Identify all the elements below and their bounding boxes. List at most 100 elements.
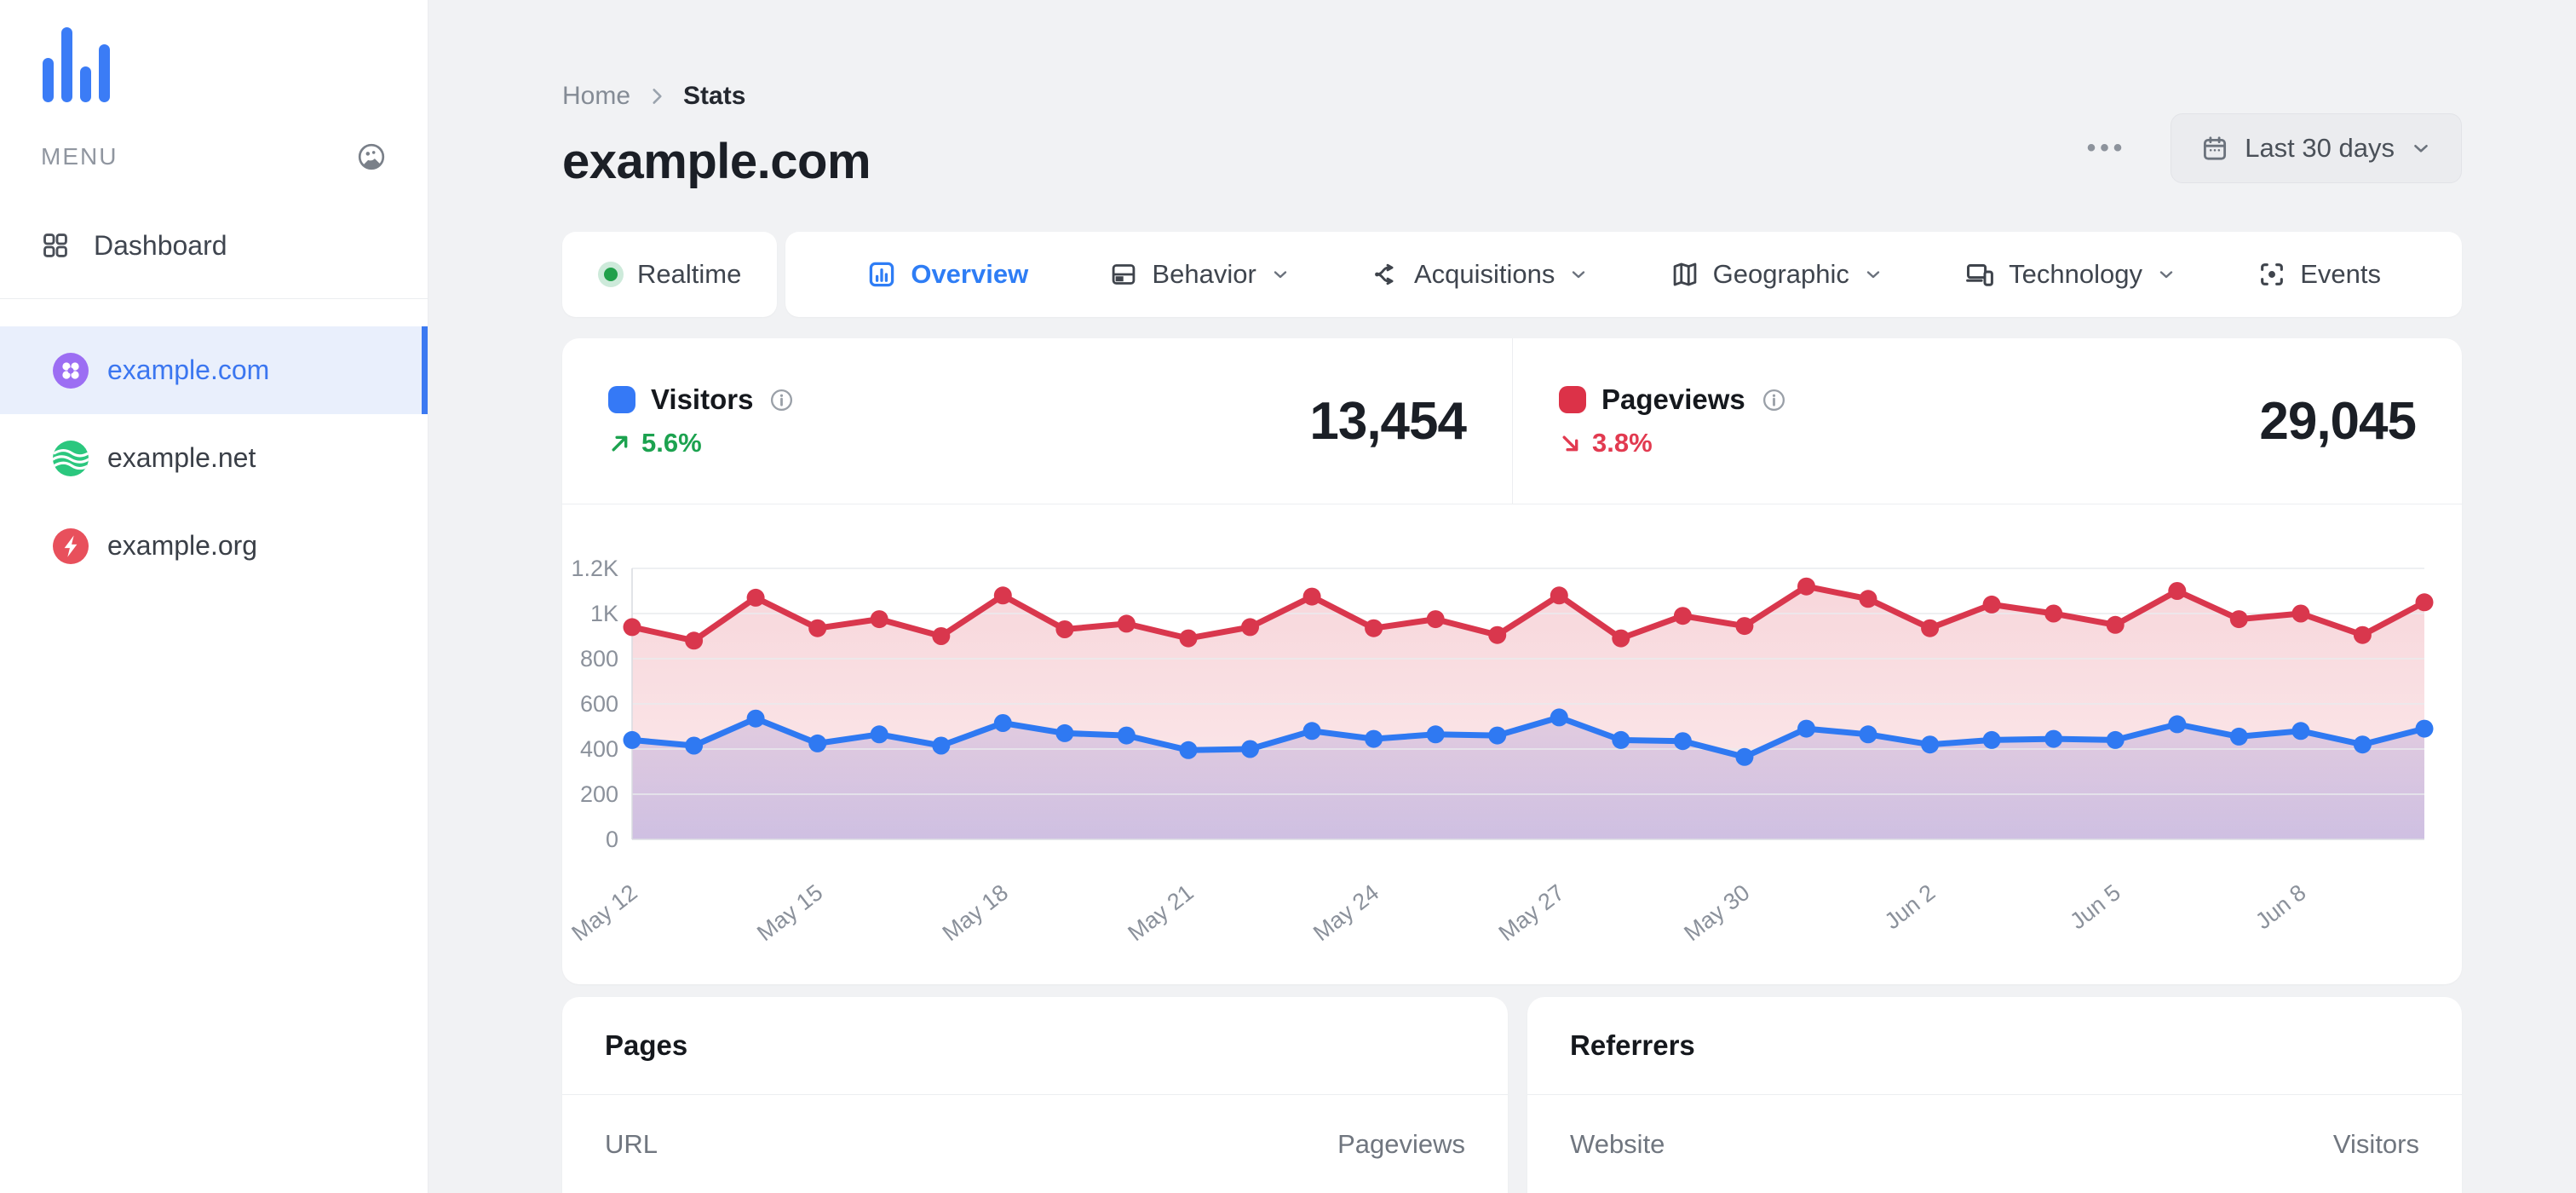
card-title: Pages xyxy=(605,1029,688,1061)
svg-text:May 15: May 15 xyxy=(752,879,827,946)
account-icon[interactable] xyxy=(356,141,387,172)
site-label: example.org xyxy=(107,530,258,561)
tab-label: Overview xyxy=(911,259,1029,289)
tab-label: Acquisitions xyxy=(1414,259,1555,289)
sidebar-item-dashboard[interactable]: Dashboard xyxy=(0,201,428,290)
flower-site-icon xyxy=(53,352,89,389)
svg-text:May 27: May 27 xyxy=(1494,879,1569,946)
date-range-button[interactable]: Last 30 days xyxy=(2171,113,2462,183)
stat-change-pageviews: 3.8% xyxy=(1559,428,1787,458)
date-range-label: Last 30 days xyxy=(2245,133,2395,163)
header-actions: ••• Last 30 days xyxy=(2082,113,2462,190)
stat-value-pageviews: 29,045 xyxy=(2259,391,2417,451)
breadcrumb-home-link[interactable]: Home xyxy=(562,82,631,110)
tab-label: Technology xyxy=(2009,259,2142,289)
svg-text:1.2K: 1.2K xyxy=(571,556,618,581)
tab-label: Geographic xyxy=(1712,259,1849,289)
app-logo[interactable] xyxy=(0,0,428,102)
sidebar-item-example.org[interactable]: example.org xyxy=(0,502,428,590)
page-header: Home Stats example.com ••• xyxy=(562,82,2462,190)
arrow-down-right-icon xyxy=(1559,432,1582,455)
site-label: example.net xyxy=(107,442,256,473)
svg-text:0: 0 xyxy=(606,827,618,852)
waves-site-icon xyxy=(53,440,89,476)
branch-icon xyxy=(1371,260,1400,289)
more-options-button[interactable]: ••• xyxy=(2086,134,2127,162)
column-header-visitors: Visitors xyxy=(2332,1129,2419,1159)
stat-panel-pageviews: Pageviews 3.8% xyxy=(1512,338,2462,504)
tab-realtime[interactable]: Realtime xyxy=(598,259,741,290)
arrow-up-right-icon xyxy=(608,432,631,455)
svg-text:Jun 2: Jun 2 xyxy=(1880,879,1941,934)
chevron-down-icon xyxy=(1863,264,1883,285)
tab-overview[interactable]: Overview xyxy=(866,259,1028,290)
tab-behavior[interactable]: Behavior xyxy=(1109,259,1290,290)
website-list: example.com example.net example.org xyxy=(0,326,428,590)
line-chart[interactable]: 0 200 400 600 800 1K 1.2K May 12 May 15 May 18 May… xyxy=(562,504,2462,984)
tab-technology[interactable]: Technology xyxy=(1964,259,2176,290)
breadcrumb-current: Stats xyxy=(683,82,746,110)
site-label: example.com xyxy=(107,354,270,385)
stat-label: Visitors xyxy=(651,383,754,415)
referrers-card: Referrers Website Visitors xyxy=(1527,997,2462,1193)
card-divider xyxy=(562,1094,1508,1095)
svg-text:600: 600 xyxy=(580,691,618,717)
svg-text:May 21: May 21 xyxy=(1123,879,1198,946)
tab-events[interactable]: Events xyxy=(2257,259,2381,290)
card-title: Referrers xyxy=(1570,1029,1695,1061)
tab-label: Realtime xyxy=(637,259,742,289)
svg-text:May 12: May 12 xyxy=(566,879,641,946)
sidebar-divider xyxy=(0,298,428,299)
map-icon xyxy=(1670,260,1699,289)
chevron-down-icon xyxy=(1270,264,1291,285)
pageviews-color-swatch xyxy=(1559,386,1586,413)
stat-change-visitors: 5.6% xyxy=(608,428,795,458)
dashboard-grid-icon xyxy=(41,231,70,260)
stats-row: Visitors 5.6% xyxy=(562,338,2462,504)
tab-label: Behavior xyxy=(1152,259,1256,289)
main-content: Home Stats example.com ••• xyxy=(428,0,2576,1193)
svg-text:Jun 8: Jun 8 xyxy=(2251,879,2311,934)
page-title: example.com xyxy=(562,134,871,189)
chevron-down-icon xyxy=(1568,264,1589,285)
svg-text:200: 200 xyxy=(580,781,618,807)
info-icon[interactable] xyxy=(1761,387,1787,413)
tab-acquisitions[interactable]: Acquisitions xyxy=(1371,259,1589,290)
calendar-icon xyxy=(2200,134,2229,163)
chart-icon xyxy=(866,259,897,290)
sidebar-item-example.com[interactable]: example.com xyxy=(0,326,428,414)
svg-text:May 18: May 18 xyxy=(938,879,1013,946)
stat-panel-visitors: Visitors 5.6% xyxy=(562,338,1512,504)
column-header-website: Website xyxy=(1570,1129,1665,1159)
overview-card: Visitors 5.6% xyxy=(562,338,2462,984)
menu-label: MENU xyxy=(41,143,118,170)
svg-text:800: 800 xyxy=(580,646,618,671)
traffic-chart: 0 200 400 600 800 1K 1.2K May 12 May 15 May 18 May… xyxy=(562,504,2462,984)
card-divider xyxy=(1527,1094,2462,1095)
chevron-down-icon xyxy=(2156,264,2176,285)
sidebar-item-example.net[interactable]: example.net xyxy=(0,414,428,502)
svg-text:1K: 1K xyxy=(590,601,618,626)
svg-text:Jun 5: Jun 5 xyxy=(2065,879,2125,934)
column-header-pageviews: Pageviews xyxy=(1337,1129,1465,1159)
menu-header: MENU xyxy=(0,101,428,172)
chevron-right-icon xyxy=(646,85,668,107)
breadcrumb: Home Stats xyxy=(562,82,871,111)
stat-value-visitors: 13,454 xyxy=(1309,391,1467,451)
table-header-row: Website Visitors xyxy=(1527,1095,2462,1160)
main-tabs-card: Overview Behavior Acquisitions Geographic Te… xyxy=(785,232,2462,317)
bottom-cards: Pages URL Pageviews Referrers Website Vi… xyxy=(562,997,2462,1193)
tab-geographic[interactable]: Geographic xyxy=(1670,259,1883,290)
sidebar-item-label: Dashboard xyxy=(94,229,227,261)
logo-bars-icon xyxy=(43,27,110,102)
pages-card: Pages URL Pageviews xyxy=(562,997,1508,1193)
stat-label: Pageviews xyxy=(1601,383,1745,415)
devices-icon xyxy=(1964,259,1995,290)
info-icon[interactable] xyxy=(768,387,795,413)
column-header-url: URL xyxy=(605,1129,658,1159)
scan-icon xyxy=(2257,260,2286,289)
realtime-tab-card: Realtime xyxy=(562,232,778,317)
visitors-color-swatch xyxy=(608,386,635,413)
bolt-site-icon xyxy=(53,527,89,564)
